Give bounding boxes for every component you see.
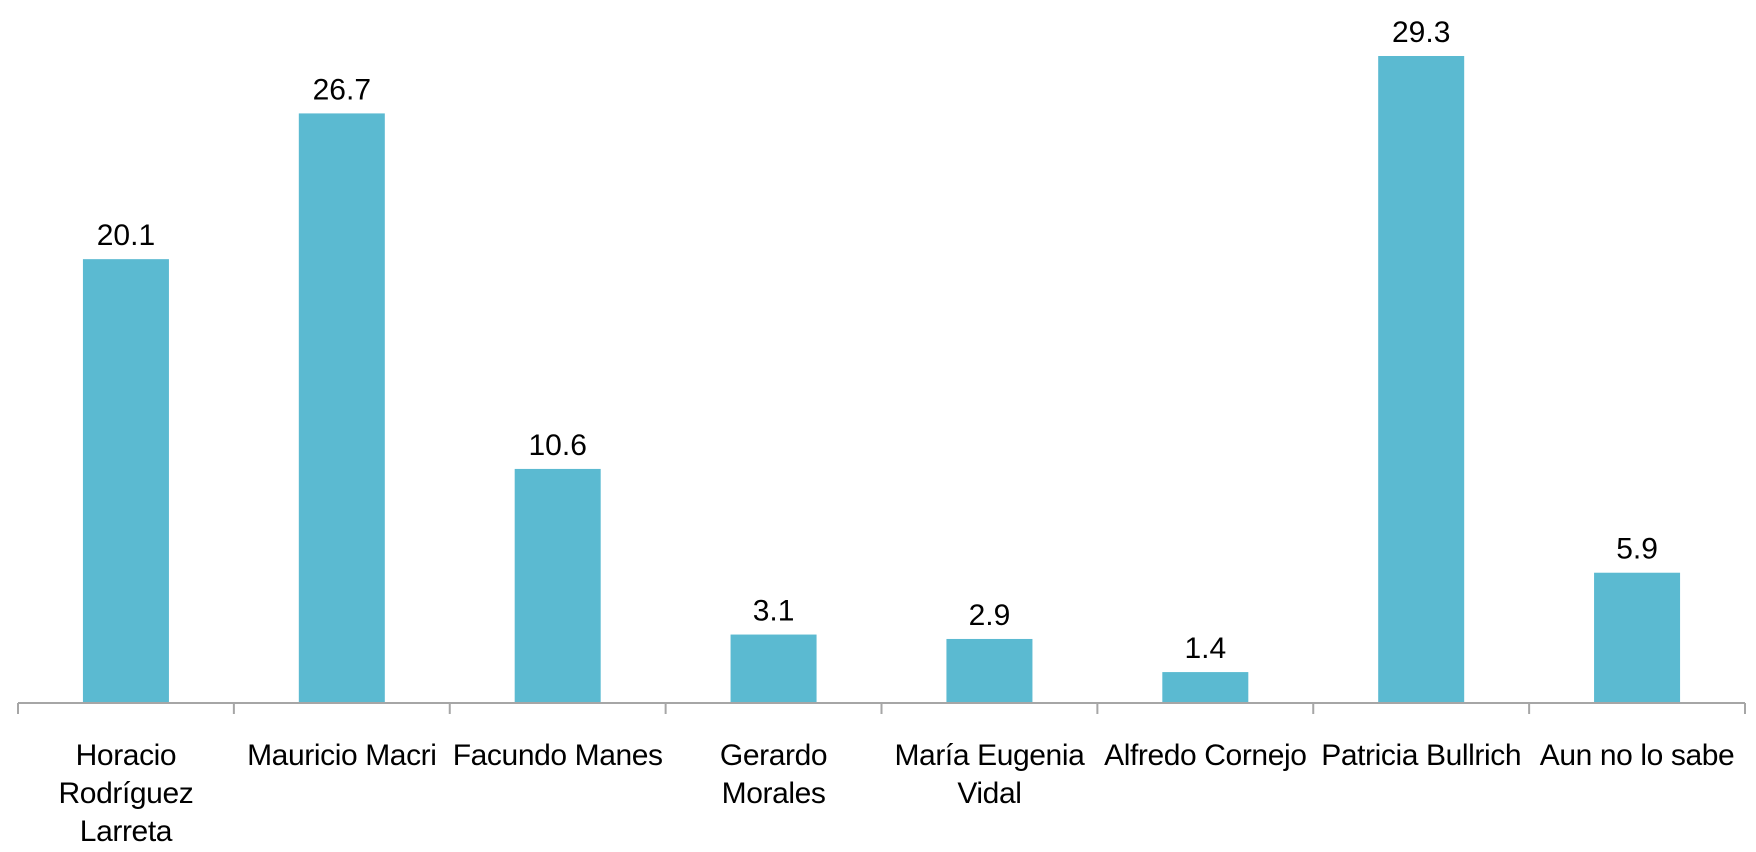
- x-tick-label: Horacio Rodríguez Larreta: [58, 739, 194, 848]
- bar: [82, 259, 169, 703]
- x-tick-label: María Eugenia Vidal: [894, 739, 1085, 810]
- x-tick-label: Gerardo Morales: [719, 739, 828, 810]
- value-label: 5.9: [1616, 533, 1658, 566]
- bar: [298, 113, 385, 704]
- bar: [1378, 56, 1465, 703]
- value-label: 2.9: [969, 599, 1011, 632]
- value-label: 10.6: [528, 429, 586, 462]
- x-tick-label: Mauricio Macri: [247, 739, 437, 772]
- x-tick-label: Facundo Manes: [452, 739, 663, 772]
- bar: [1594, 572, 1681, 703]
- bar: [1162, 672, 1249, 703]
- value-label: 29.3: [1392, 16, 1450, 49]
- x-tick-label: Aun no lo sabe: [1539, 739, 1735, 772]
- bar: [514, 468, 601, 703]
- x-tick-label: Patricia Bullrich: [1321, 739, 1522, 772]
- value-label: 20.1: [97, 219, 155, 252]
- bar: [730, 634, 817, 703]
- value-label: 3.1: [753, 595, 795, 628]
- value-label: 26.7: [313, 73, 371, 106]
- bar: [946, 638, 1033, 703]
- value-label: 1.4: [1184, 632, 1226, 665]
- x-tick-label: Alfredo Cornejo: [1104, 739, 1307, 772]
